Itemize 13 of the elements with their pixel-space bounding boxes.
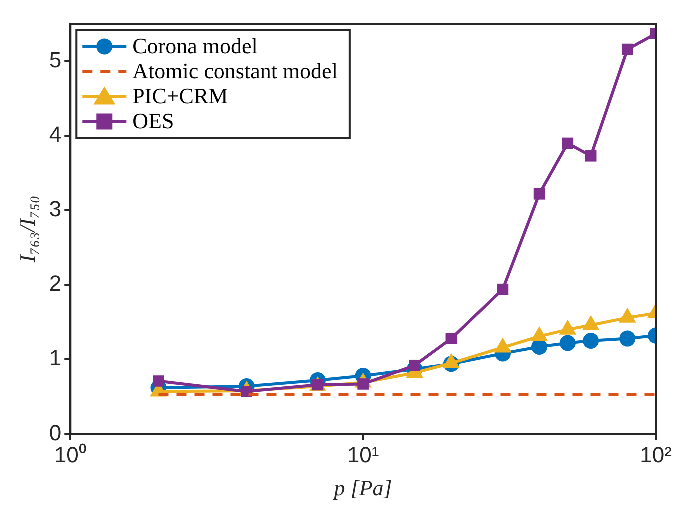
legend-label: OES: [132, 108, 174, 134]
legend-label: PIC+CRM: [132, 83, 228, 108]
y-tick-label: 1: [49, 346, 62, 371]
x-tick-label: 10²: [640, 442, 672, 468]
y-tick-label: 2: [49, 271, 62, 296]
y-tick-label: 5: [49, 48, 62, 73]
y-axis-title: I₇₆₃/I₇₅₀: [14, 196, 40, 264]
x-tick-label: 10¹: [347, 442, 380, 468]
y-tick-label: 3: [49, 196, 62, 222]
y-tick-label: 4: [49, 122, 62, 148]
legend-label: Atomic constant model: [132, 58, 338, 84]
x-axis-title: p [Pa]: [332, 476, 392, 501]
legend-label: Corona model: [132, 33, 258, 58]
